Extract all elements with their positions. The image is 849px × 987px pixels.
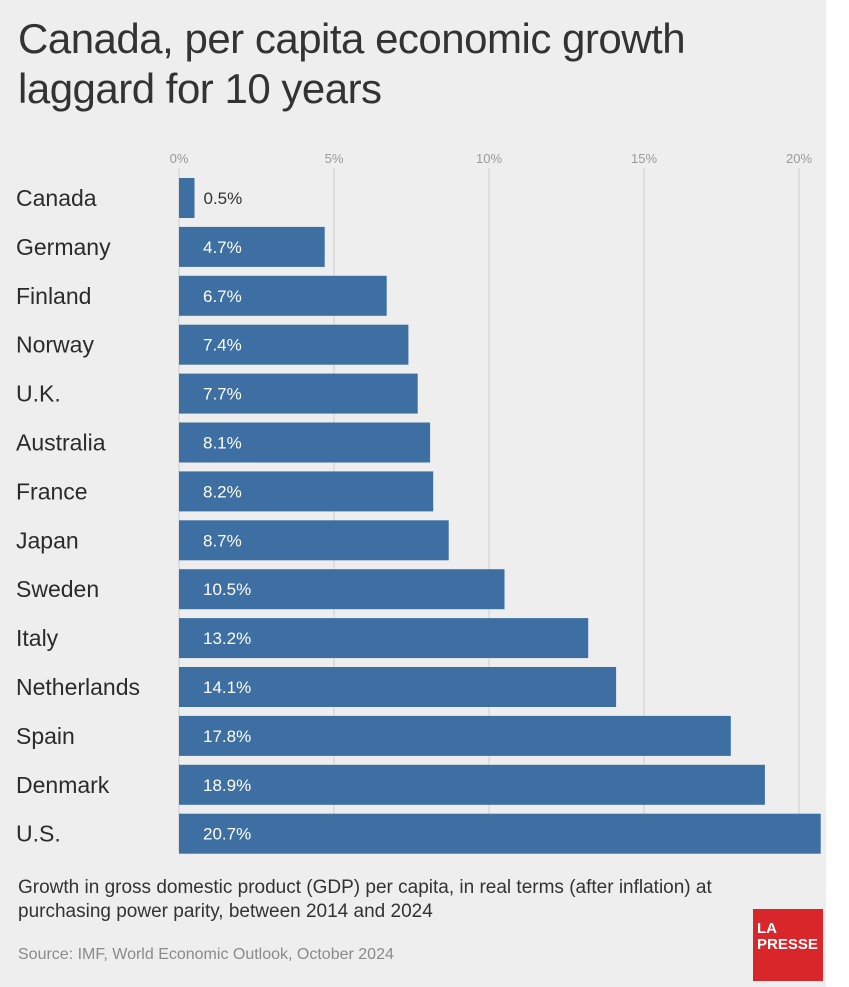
value-label: 7.4% <box>203 336 242 355</box>
chart-caption: Growth in gross domestic product (GDP) p… <box>18 877 712 922</box>
value-label: 8.1% <box>203 434 242 453</box>
x-tick-label: 15% <box>631 151 657 166</box>
category-label: U.K. <box>16 381 61 407</box>
x-tick-label: 20% <box>786 151 812 166</box>
bar <box>179 520 449 561</box>
bar <box>179 764 765 805</box>
bar <box>179 373 418 414</box>
category-label: Australia <box>16 430 106 456</box>
x-tick-label: 5% <box>325 151 344 166</box>
bar <box>179 667 617 707</box>
value-label: 4.7% <box>203 238 242 257</box>
value-label: 0.5% <box>204 189 243 208</box>
chart-title: Canada, per capita economic growth lagga… <box>18 15 686 112</box>
category-label: Italy <box>16 625 59 651</box>
category-label: France <box>16 478 88 504</box>
category-label: Japan <box>16 527 79 553</box>
bar <box>179 569 505 610</box>
value-label: 7.7% <box>203 385 242 404</box>
value-label: 13.2% <box>203 629 251 648</box>
value-label: 8.2% <box>203 482 242 501</box>
category-label: Germany <box>16 234 111 260</box>
logo-line-1: LA <box>757 920 777 937</box>
bar <box>179 226 325 267</box>
bar <box>179 471 434 512</box>
x-tick-label: 0% <box>170 151 189 166</box>
category-label: Sweden <box>16 576 99 602</box>
value-label: 17.8% <box>203 727 251 746</box>
bar <box>179 324 409 365</box>
value-label: 14.1% <box>203 678 251 697</box>
la-presse-logo: LA PRESSE <box>753 909 823 981</box>
chart-source: Source: IMF, World Economic Outlook, Oct… <box>18 946 394 963</box>
category-label: Norway <box>16 332 94 358</box>
x-tick-label: 10% <box>476 151 502 166</box>
category-label: Spain <box>16 723 75 749</box>
logo-line-2: PRESSE <box>757 936 818 953</box>
bar <box>179 618 589 659</box>
value-label: 10.5% <box>203 580 251 599</box>
value-label: 20.7% <box>203 825 251 844</box>
value-label: 18.9% <box>203 776 251 795</box>
value-label: 6.7% <box>203 287 242 306</box>
category-label: Denmark <box>16 772 110 798</box>
category-label: Netherlands <box>16 674 140 700</box>
bar-chart: 0% 5% 10% 15% 20% Canada 0.5% Germany 4.7% Finlan… <box>16 151 821 854</box>
bar <box>179 178 195 218</box>
bar <box>179 422 431 463</box>
category-label: U.S. <box>16 821 61 847</box>
category-label: Canada <box>16 185 97 211</box>
bar <box>179 715 731 756</box>
value-label: 8.7% <box>203 531 242 550</box>
bar <box>179 813 821 854</box>
bar <box>179 275 387 316</box>
category-label: Finland <box>16 283 91 309</box>
